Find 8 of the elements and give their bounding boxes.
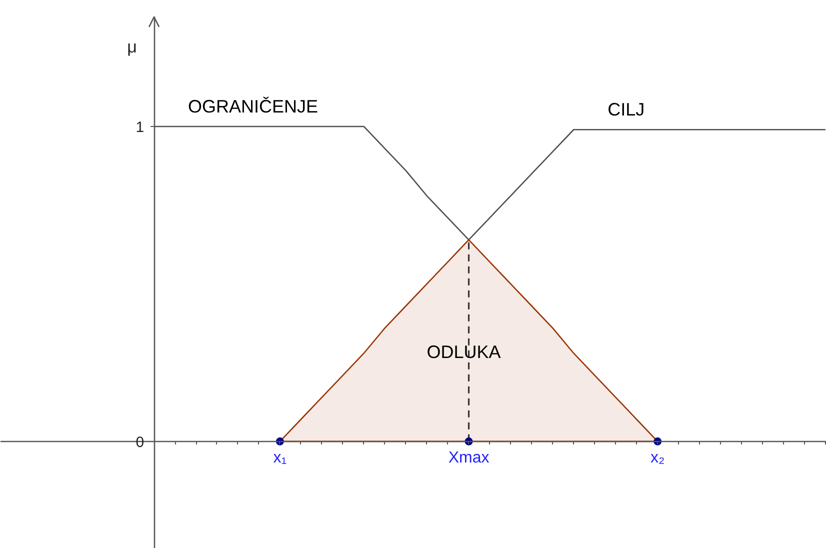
y-axis-title: μ [127, 38, 137, 56]
series-label: OGRANIČENJE [188, 96, 318, 116]
series-label: CILJ [608, 100, 645, 120]
x-tick-label: x₂ [650, 449, 665, 466]
series-label: ODLUKA [426, 342, 501, 362]
x-tick-label: Xmax [448, 449, 490, 466]
x-tick-label: x₁ [273, 449, 287, 466]
y-tick-label: 1 [136, 118, 144, 136]
